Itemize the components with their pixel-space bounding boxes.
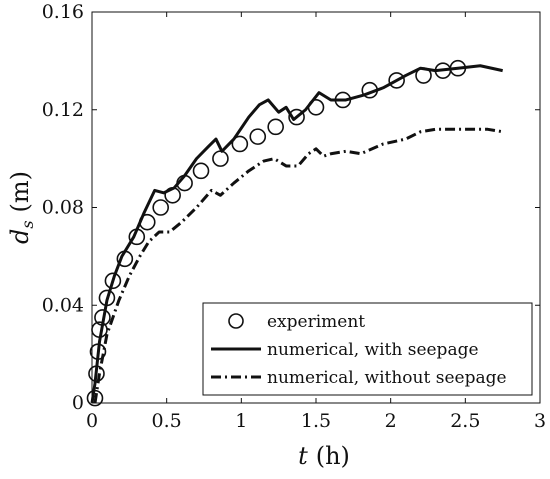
data-point-experiment [104, 272, 122, 290]
y-axis-unit: (m) [6, 171, 34, 212]
data-point-experiment [249, 128, 267, 145]
y-tick-label: 0.16 [42, 1, 84, 23]
series [86, 59, 503, 407]
x-tick-label: 1.5 [301, 410, 331, 432]
axis-labels: t (h) ds (m) [6, 171, 350, 470]
data-point-experiment [267, 118, 284, 136]
data-point-experiment [152, 199, 169, 216]
series-line-without-seepage [93, 127, 503, 404]
series-line-with-seepage [90, 64, 503, 404]
x-tick-label: 3 [534, 410, 546, 432]
data-point-experiment [288, 108, 305, 126]
y-axis-subscript: s [18, 220, 37, 228]
x-axis-symbol: t [298, 442, 308, 470]
legend-label: numerical, with seepage [267, 340, 479, 360]
data-point-experiment [388, 72, 405, 89]
y-tick-label: 0 [72, 392, 84, 414]
y-tick-label: 0.12 [42, 99, 84, 121]
y-tick-label: 0.04 [42, 294, 84, 316]
data-point-experiment [212, 150, 229, 167]
x-tick-label: 2 [385, 410, 397, 432]
y-tick-label: 0.08 [42, 197, 84, 219]
x-tick-label: 0.5 [152, 410, 182, 432]
y-axis-symbol: d [6, 229, 34, 244]
x-tick-label: 2.5 [450, 410, 480, 432]
x-axis-label: t (h) [298, 442, 350, 470]
data-point-experiment [192, 162, 210, 180]
legend: experiment numerical, with seepage numeric… [202, 302, 533, 396]
x-axis-unit: (h) [316, 442, 350, 470]
legend-label: experiment [267, 312, 365, 332]
ticks: 0 0.5 1 1.5 2 2.5 3 0 0.04 0.08 0.12 0.16 [42, 1, 546, 432]
x-tick-label: 0 [86, 410, 98, 432]
y-axis-label: ds (m) [6, 171, 37, 244]
x-tick-label: 1 [235, 410, 247, 432]
legend-marker-experiment [228, 313, 244, 329]
data-point-experiment [231, 135, 249, 153]
legend-label: numerical, without seepage [267, 368, 507, 388]
